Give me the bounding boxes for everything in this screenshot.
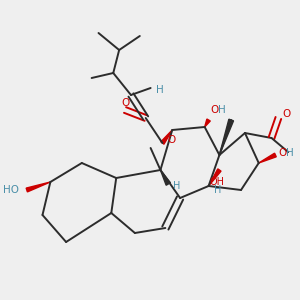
Polygon shape xyxy=(160,170,170,185)
Text: OH: OH xyxy=(210,177,225,187)
Text: O: O xyxy=(278,148,286,158)
Polygon shape xyxy=(208,169,221,186)
Polygon shape xyxy=(219,119,233,155)
Polygon shape xyxy=(259,153,276,163)
Text: O: O xyxy=(167,135,175,145)
Text: H: H xyxy=(286,148,294,158)
Text: H: H xyxy=(173,181,181,191)
Text: H: H xyxy=(214,185,221,195)
Polygon shape xyxy=(26,182,50,192)
Text: HO: HO xyxy=(3,185,19,195)
Text: H: H xyxy=(155,85,163,95)
Text: O: O xyxy=(282,109,291,119)
Text: O: O xyxy=(211,105,219,115)
Text: H: H xyxy=(218,105,226,115)
Polygon shape xyxy=(205,119,210,127)
Text: O: O xyxy=(121,98,129,108)
Polygon shape xyxy=(161,130,172,144)
